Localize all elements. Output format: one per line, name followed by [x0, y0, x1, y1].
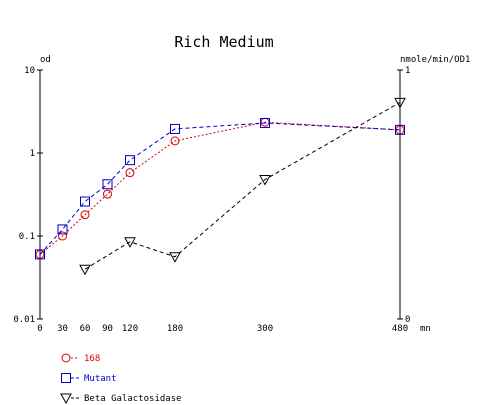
x-tick-label: 90: [102, 324, 113, 334]
legend: 168 Mutant Beta Galactosidase: [60, 353, 182, 405]
series-line-0: [39, 121, 401, 255]
x-tick-label: 30: [57, 324, 68, 334]
right-axis-label: nmole/min/OD1: [400, 55, 470, 65]
data-point-circle: [125, 168, 135, 178]
chart-title: Rich Medium: [174, 33, 273, 51]
data-point-square: [35, 249, 45, 260]
data-point-square: [395, 124, 405, 135]
data-point-circle: [103, 189, 112, 199]
legend-marker-square: [61, 373, 71, 383]
data-point-triangle-down: [169, 252, 181, 263]
data-point-square: [80, 196, 90, 207]
series-line-2: [84, 101, 401, 270]
data-point-triangle-down: [124, 237, 136, 248]
legend-label: Mutant: [84, 374, 117, 384]
x-tick-label: 120: [122, 324, 138, 334]
x-tick-label: 0: [37, 324, 42, 334]
data-point-triangle-down: [79, 264, 91, 276]
x-tick-label: 300: [257, 324, 273, 334]
x-tick-label: 180: [167, 324, 183, 334]
data-point-square: [260, 117, 270, 128]
y-left-tick-label: 0.1: [19, 232, 35, 242]
y-left-tick-label: 1: [30, 149, 35, 159]
y-right-tick-label: 1: [405, 66, 410, 76]
left-axis-label: od: [40, 55, 51, 65]
data-point-circle: [58, 231, 67, 241]
x-axis-unit-label: mn: [420, 324, 431, 334]
data-point-triangle-down: [259, 175, 271, 186]
y-right-tick-label: 0: [405, 315, 410, 325]
legend-label: 168: [84, 354, 100, 364]
data-point-square: [170, 123, 180, 134]
data-point-circle: [80, 210, 90, 220]
data-point-circle: [170, 136, 180, 146]
data-point-square: [102, 179, 113, 190]
y-left-tick-label: 0.01: [13, 315, 35, 325]
y-left-tick-label: 10: [24, 66, 35, 76]
data-point-square: [57, 224, 68, 235]
series-line-1: [39, 122, 401, 255]
legend-marker-triangle-down: [60, 393, 72, 405]
x-tick-label: 480: [392, 324, 408, 334]
data-point-triangle-down: [394, 97, 406, 109]
data-point-square: [125, 155, 135, 166]
x-tick-label: 60: [80, 324, 91, 334]
legend-marker-circle: [61, 353, 71, 363]
chart-marks: 0 30 60 90 120 180 300 480 0.01 0.1 1 10 0 1: [13, 66, 410, 334]
legend-label: Beta Galactosidase: [84, 394, 182, 404]
